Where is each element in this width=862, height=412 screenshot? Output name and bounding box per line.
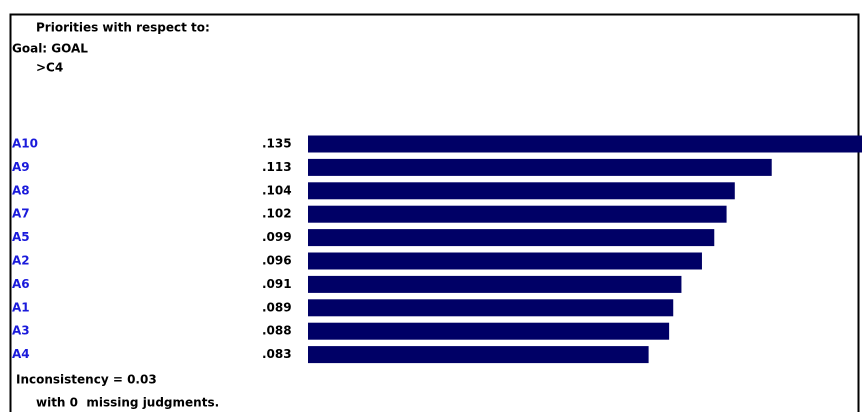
bar bbox=[308, 299, 674, 317]
frame-border bbox=[9, 13, 860, 412]
value-label: .102 bbox=[262, 207, 292, 221]
value-label: .083 bbox=[262, 347, 292, 361]
value-label: .099 bbox=[262, 230, 292, 244]
category-label: A9 bbox=[12, 160, 30, 174]
category-label: A3 bbox=[12, 324, 30, 338]
inconsistency: Inconsistency = 0.03 bbox=[16, 373, 157, 387]
value-label: .135 bbox=[262, 137, 292, 151]
bar bbox=[308, 346, 649, 364]
value-label: .089 bbox=[262, 300, 292, 314]
bar bbox=[308, 135, 862, 153]
category-label: A2 bbox=[12, 254, 30, 268]
value-label: .091 bbox=[262, 277, 292, 291]
node-label: >C4 bbox=[36, 61, 63, 75]
goal-label: Goal: GOAL bbox=[12, 42, 88, 56]
category-label: A5 bbox=[12, 230, 30, 244]
value-label: .088 bbox=[262, 324, 292, 338]
value-label: .104 bbox=[262, 183, 292, 197]
bar bbox=[308, 322, 670, 340]
category-label: A10 bbox=[12, 137, 38, 151]
bar bbox=[308, 158, 772, 176]
bar bbox=[308, 252, 702, 270]
bar bbox=[308, 205, 727, 223]
bar bbox=[308, 275, 682, 293]
header-title: Priorities with respect to: bbox=[36, 21, 210, 35]
bar bbox=[308, 229, 715, 247]
category-label: A4 bbox=[12, 347, 30, 361]
value-label: .113 bbox=[262, 160, 292, 174]
value-label: .096 bbox=[262, 254, 292, 268]
missing-judgments: with 0 missing judgments. bbox=[36, 396, 219, 410]
category-label: A1 bbox=[12, 300, 30, 314]
bar bbox=[308, 182, 735, 200]
category-label: A6 bbox=[12, 277, 30, 291]
category-label: A7 bbox=[12, 207, 30, 221]
category-label: A8 bbox=[12, 183, 30, 197]
